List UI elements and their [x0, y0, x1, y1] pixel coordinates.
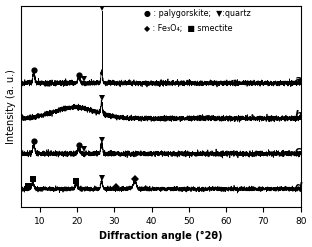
Text: a: a — [295, 75, 302, 85]
Text: c: c — [295, 146, 301, 156]
X-axis label: Diffraction angle (°2θ): Diffraction angle (°2θ) — [99, 231, 223, 242]
Y-axis label: Intensity (a. u.): Intensity (a. u.) — [6, 69, 16, 144]
Text: ● : palygorskite;  ▼:quartz: ● : palygorskite; ▼:quartz — [144, 9, 251, 18]
Text: b: b — [295, 110, 302, 120]
Text: d: d — [295, 182, 302, 191]
Text: ◆ : Fe₃O₄;  ■ smectite: ◆ : Fe₃O₄; ■ smectite — [144, 24, 233, 33]
